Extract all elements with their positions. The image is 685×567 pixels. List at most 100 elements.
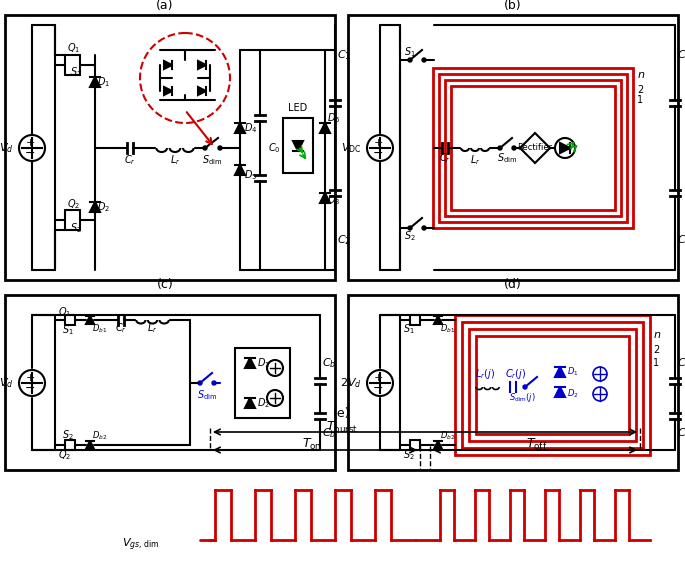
Bar bbox=[235, 348, 290, 418]
Text: $S_{\rm dim}$: $S_{\rm dim}$ bbox=[197, 388, 217, 402]
Text: $T_{\rm burst}$: $T_{\rm burst}$ bbox=[326, 420, 358, 434]
Text: $2V_d$: $2V_d$ bbox=[0, 376, 14, 390]
Bar bbox=[348, 15, 678, 280]
Circle shape bbox=[408, 226, 412, 230]
Text: (d): (d) bbox=[504, 278, 522, 291]
Text: Rectifier: Rectifier bbox=[517, 143, 553, 153]
Circle shape bbox=[498, 146, 502, 150]
Bar bbox=[5, 15, 335, 280]
Text: +: + bbox=[373, 373, 383, 383]
Text: $D_2$: $D_2$ bbox=[97, 200, 110, 214]
Text: 2: 2 bbox=[653, 345, 659, 355]
Text: $D_{b1}$: $D_{b1}$ bbox=[92, 323, 108, 335]
Bar bbox=[451, 86, 615, 210]
Text: $Q_2$: $Q_2$ bbox=[67, 197, 80, 211]
Polygon shape bbox=[555, 367, 565, 377]
Text: LED: LED bbox=[288, 103, 308, 113]
Polygon shape bbox=[198, 87, 206, 95]
Text: $S_1$: $S_1$ bbox=[62, 323, 74, 337]
Polygon shape bbox=[293, 141, 303, 151]
Polygon shape bbox=[320, 123, 330, 133]
Text: $C_b$: $C_b$ bbox=[322, 356, 336, 370]
Text: $D_{b1}$: $D_{b1}$ bbox=[440, 323, 456, 335]
Text: $L_r(j)$: $L_r(j)$ bbox=[475, 367, 495, 381]
Text: $D_{b2}$: $D_{b2}$ bbox=[92, 430, 108, 442]
Text: +: + bbox=[25, 373, 35, 383]
Text: $S_{\rm dim}$: $S_{\rm dim}$ bbox=[202, 153, 222, 167]
Polygon shape bbox=[555, 387, 565, 397]
Text: $L_r$: $L_r$ bbox=[170, 153, 180, 167]
Text: $S_2$: $S_2$ bbox=[70, 221, 82, 235]
Bar bbox=[469, 329, 636, 441]
Circle shape bbox=[555, 138, 575, 158]
Text: −: − bbox=[25, 146, 35, 159]
Text: $D_{1}$: $D_{1}$ bbox=[567, 366, 579, 378]
Text: −: − bbox=[373, 382, 383, 395]
Text: $D_3$: $D_3$ bbox=[327, 193, 340, 207]
Text: +: + bbox=[25, 138, 35, 148]
Circle shape bbox=[408, 58, 412, 62]
Text: $D_1$: $D_1$ bbox=[257, 356, 270, 370]
Text: $V_{\rm DC}$: $V_{\rm DC}$ bbox=[341, 141, 362, 155]
Text: $2V_d$: $2V_d$ bbox=[0, 141, 14, 155]
Text: $S_1$: $S_1$ bbox=[403, 322, 415, 336]
Polygon shape bbox=[520, 133, 550, 163]
Text: $S_2$: $S_2$ bbox=[404, 229, 416, 243]
Text: −: − bbox=[25, 382, 35, 395]
Text: $S_{\rm dim}$: $S_{\rm dim}$ bbox=[497, 151, 517, 165]
Circle shape bbox=[593, 367, 607, 381]
Polygon shape bbox=[86, 441, 94, 449]
Polygon shape bbox=[235, 123, 245, 133]
Bar bbox=[348, 295, 678, 470]
Bar bbox=[455, 315, 650, 455]
Circle shape bbox=[422, 58, 426, 62]
Text: (e): (e) bbox=[333, 407, 351, 420]
Circle shape bbox=[523, 385, 527, 389]
Text: $Q_1$: $Q_1$ bbox=[67, 41, 80, 55]
Circle shape bbox=[212, 381, 216, 385]
Circle shape bbox=[367, 370, 393, 396]
Text: $D_4$: $D_4$ bbox=[244, 121, 258, 135]
Text: $Q_1$: $Q_1$ bbox=[58, 305, 71, 319]
Circle shape bbox=[367, 135, 393, 161]
Text: $C_b$: $C_b$ bbox=[322, 426, 336, 440]
Text: $L_r$: $L_r$ bbox=[470, 153, 480, 167]
Bar bbox=[5, 295, 335, 470]
Text: $L_r$: $L_r$ bbox=[147, 321, 158, 335]
Text: 1: 1 bbox=[637, 95, 643, 105]
Text: $2V_d$: $2V_d$ bbox=[340, 376, 362, 390]
Text: $D_2$: $D_2$ bbox=[257, 396, 270, 410]
Text: $S_1$: $S_1$ bbox=[404, 45, 416, 59]
Polygon shape bbox=[164, 87, 172, 95]
Bar bbox=[445, 80, 621, 216]
Circle shape bbox=[19, 370, 45, 396]
Text: $D_6$: $D_6$ bbox=[327, 111, 340, 125]
Circle shape bbox=[593, 387, 607, 401]
Polygon shape bbox=[90, 202, 100, 212]
Polygon shape bbox=[86, 316, 94, 324]
Text: $Q_2$: $Q_2$ bbox=[58, 448, 71, 462]
Text: $S_{\rm dim}(j)$: $S_{\rm dim}(j)$ bbox=[509, 391, 536, 404]
Text: $n$: $n$ bbox=[637, 70, 645, 80]
Text: $C_r$: $C_r$ bbox=[439, 151, 451, 165]
Text: $C_r$: $C_r$ bbox=[115, 321, 127, 335]
Circle shape bbox=[203, 146, 207, 150]
Text: $D_{2}$: $D_{2}$ bbox=[567, 388, 579, 400]
Polygon shape bbox=[90, 77, 100, 87]
Text: +: + bbox=[373, 138, 383, 148]
Polygon shape bbox=[434, 316, 442, 324]
Circle shape bbox=[267, 390, 283, 406]
Circle shape bbox=[19, 135, 45, 161]
Text: $T_{\rm on}$: $T_{\rm on}$ bbox=[302, 437, 322, 451]
Text: $C_0$: $C_0$ bbox=[268, 141, 281, 155]
Polygon shape bbox=[164, 61, 172, 69]
Bar bbox=[462, 322, 643, 448]
Polygon shape bbox=[198, 61, 206, 69]
Bar bbox=[476, 336, 629, 434]
Polygon shape bbox=[245, 358, 255, 368]
Text: $V_{gs,\,\rm dim}$: $V_{gs,\,\rm dim}$ bbox=[122, 537, 160, 553]
Polygon shape bbox=[245, 398, 255, 408]
Text: −: − bbox=[373, 146, 383, 159]
Text: $S_2$: $S_2$ bbox=[403, 448, 414, 462]
Text: (c): (c) bbox=[157, 278, 173, 291]
